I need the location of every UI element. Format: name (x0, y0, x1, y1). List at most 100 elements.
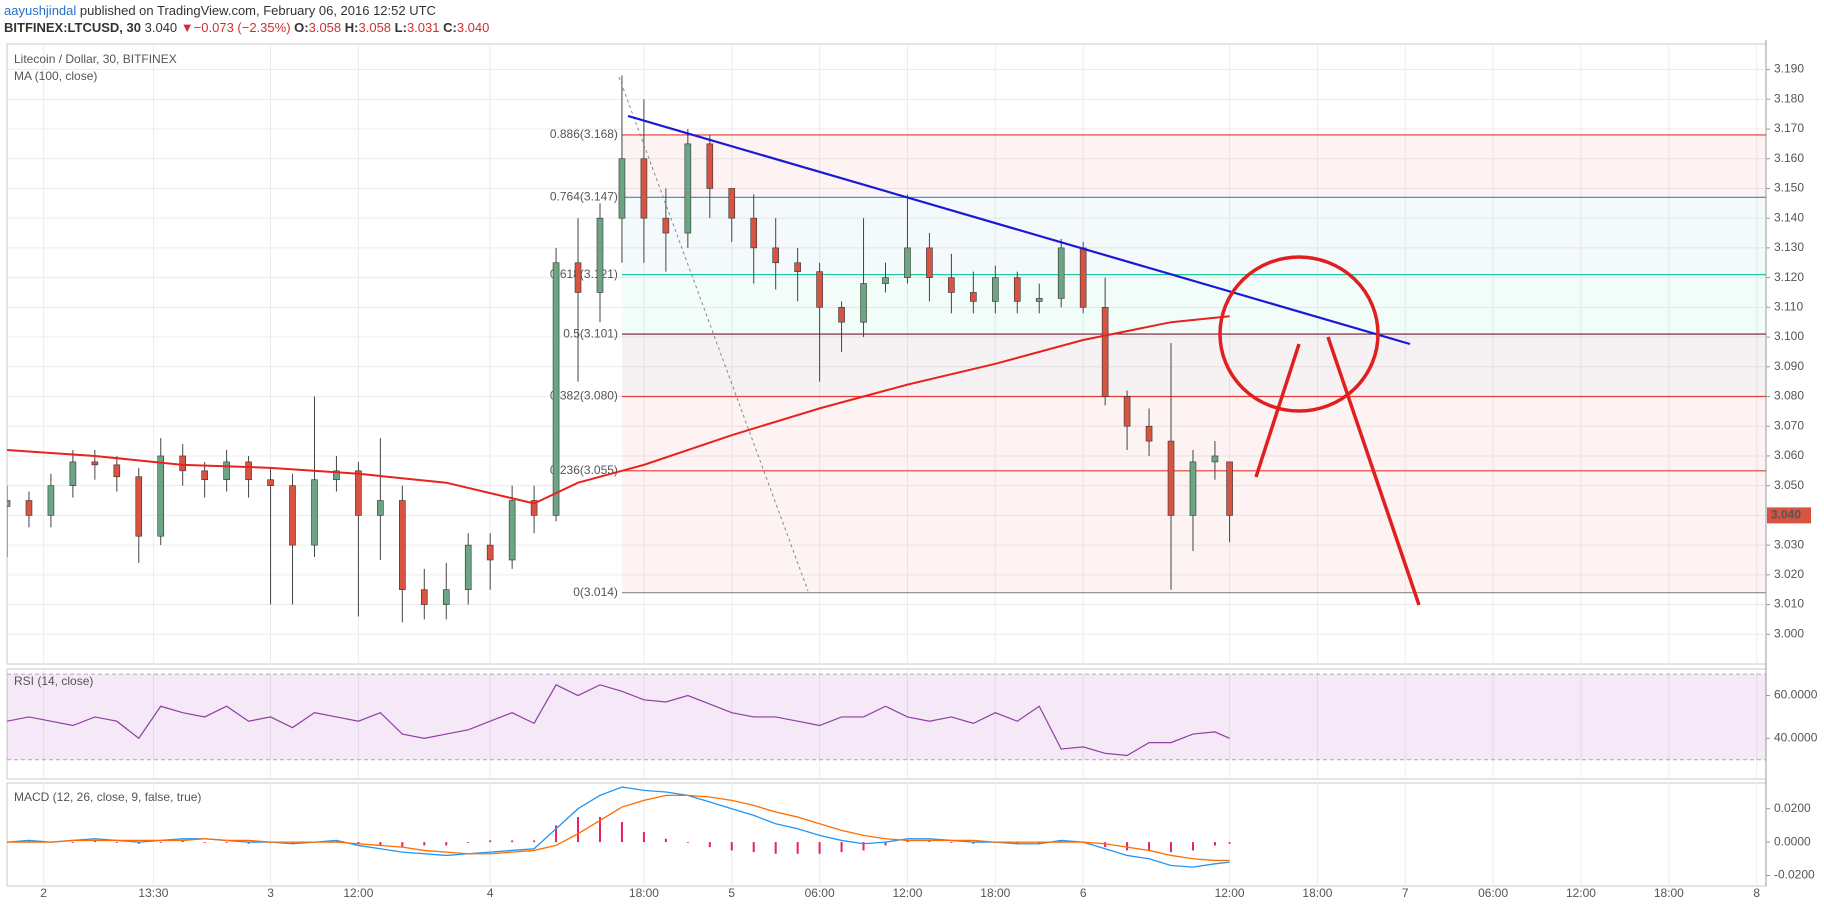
candle-body (552, 262, 560, 516)
macd-histogram-bar (511, 840, 514, 843)
candle-body (530, 500, 538, 516)
candle-body (355, 470, 362, 516)
rsi-line (7, 684, 1230, 757)
candle-body (113, 464, 121, 478)
last: 3.040 (144, 20, 178, 35)
candle-body (684, 143, 692, 234)
macd-histogram-bar (357, 842, 360, 844)
y-tick-label: 3.080 (1774, 389, 1804, 403)
y-tick-label: 3.090 (1774, 359, 1804, 373)
x-tick-label: 6 (1080, 886, 1087, 900)
x-tick-label: 12:00 (1566, 886, 1596, 900)
candle-body (992, 277, 999, 302)
macd-histogram-bar (1170, 842, 1173, 853)
fib-zone (621, 134, 1766, 198)
x-tick-label: 2 (40, 886, 47, 900)
panel-title: MACD (12, 26, close, 9, false, true) (14, 790, 201, 804)
macd-histogram-bar (137, 842, 140, 844)
macd-histogram-bar (796, 842, 799, 854)
candle-body (1189, 461, 1197, 516)
layers: 2 13:30 3 12:00 4 18:00 5 06:00 12:00 18:00 6 12:00… (6, 40, 1818, 900)
published: published on TradingView.com, February 0… (79, 3, 436, 18)
macd-histogram-bar (840, 842, 843, 853)
candle-body (1101, 307, 1109, 397)
candle-body (1123, 396, 1131, 427)
macd-histogram-bar (642, 832, 645, 843)
candle-body (1145, 425, 1153, 442)
x-tick-label: 18:00 (1302, 886, 1332, 900)
x-tick-label: 7 (1402, 886, 1409, 900)
c-label: C: (443, 20, 457, 35)
y-tick-label: 3.000 (1774, 626, 1804, 640)
author[interactable]: aayushjindal (4, 3, 77, 18)
macd-histogram-bar (1016, 842, 1019, 844)
macd-histogram-bar (752, 842, 755, 853)
x-tick-label: 18:00 (629, 886, 659, 900)
x-tick-label: 8 (1753, 886, 1760, 900)
candle-body (289, 485, 296, 546)
candle-body (618, 158, 626, 219)
y-tick-label: 3.020 (1774, 567, 1804, 581)
macd-histogram-bar (181, 840, 184, 843)
candle-body (333, 470, 340, 481)
candle-body (838, 307, 845, 323)
macd-histogram-bar (489, 840, 492, 843)
arrow-line (1326, 336, 1421, 606)
y-tick-label: 3.130 (1774, 240, 1804, 254)
price-plot: 0.886(3.168) 0.764(3.147) 0.618(3.121) 0.5(… (7, 75, 1766, 623)
macd-histogram-bar (884, 842, 887, 846)
x-tick-label: 12:00 (892, 886, 922, 900)
candle-body (508, 500, 516, 561)
fib-zone (621, 197, 1766, 275)
candle-body (970, 292, 977, 302)
y-tick-label: 3.170 (1774, 121, 1804, 135)
x-tick-label: 06:00 (805, 886, 835, 900)
candle-body (706, 143, 714, 189)
macd-histogram-bar (708, 842, 711, 848)
x-tick-label: 3 (267, 886, 274, 900)
candle-body (25, 500, 33, 516)
macd-histogram-bar (818, 842, 821, 854)
macd-histogram-bar (906, 840, 909, 843)
candle-body (399, 500, 406, 590)
candle-body (1226, 461, 1233, 516)
candle-body (772, 247, 779, 264)
candle-body (135, 476, 143, 537)
circle-annotation (1218, 255, 1380, 413)
macd-histogram-bar (972, 842, 975, 844)
fib-label: 0.618(3.121) (550, 267, 618, 281)
fib-zone (621, 334, 1766, 397)
macd-histogram-bar (664, 838, 667, 843)
trend-line (627, 114, 1411, 346)
macd-histogram-bar (1038, 842, 1041, 844)
y-tick-label: 3.160 (1774, 151, 1804, 165)
candle-body (201, 470, 208, 481)
y-tick-label: 3.150 (1774, 181, 1804, 195)
candle-body (223, 461, 230, 481)
h-label: H: (344, 20, 359, 35)
macd-histogram-bar (1213, 842, 1216, 846)
fib-label: 0.886(3.168) (550, 127, 618, 141)
macd-histogram-bar (379, 842, 382, 846)
ma-line (7, 315, 1230, 505)
y-tick-label: 0.0200 (1774, 801, 1811, 815)
macd-histogram-bar (27, 840, 30, 843)
macd-histogram-bar (1060, 840, 1063, 843)
symbol: BITFINEX:LTCUSD, 30 (4, 20, 141, 35)
x-tick-label: 5 (728, 886, 735, 900)
candle-body (1035, 298, 1043, 302)
c: 3.040 (456, 20, 490, 35)
macd-histogram-bar (291, 842, 294, 844)
macd-histogram-bar (467, 842, 470, 843)
candle-body (860, 283, 867, 323)
panel-title: Litecoin / Dollar, 30, BITFINEX (14, 52, 177, 66)
candle-body (91, 461, 99, 466)
x-tick-label: 18:00 (1654, 886, 1684, 900)
y-tick-label: 3.100 (1774, 329, 1804, 343)
candle-body (750, 217, 758, 249)
macd-histogram-bar (247, 842, 250, 844)
panel-frame (6, 43, 1767, 665)
candle-body (640, 158, 648, 219)
